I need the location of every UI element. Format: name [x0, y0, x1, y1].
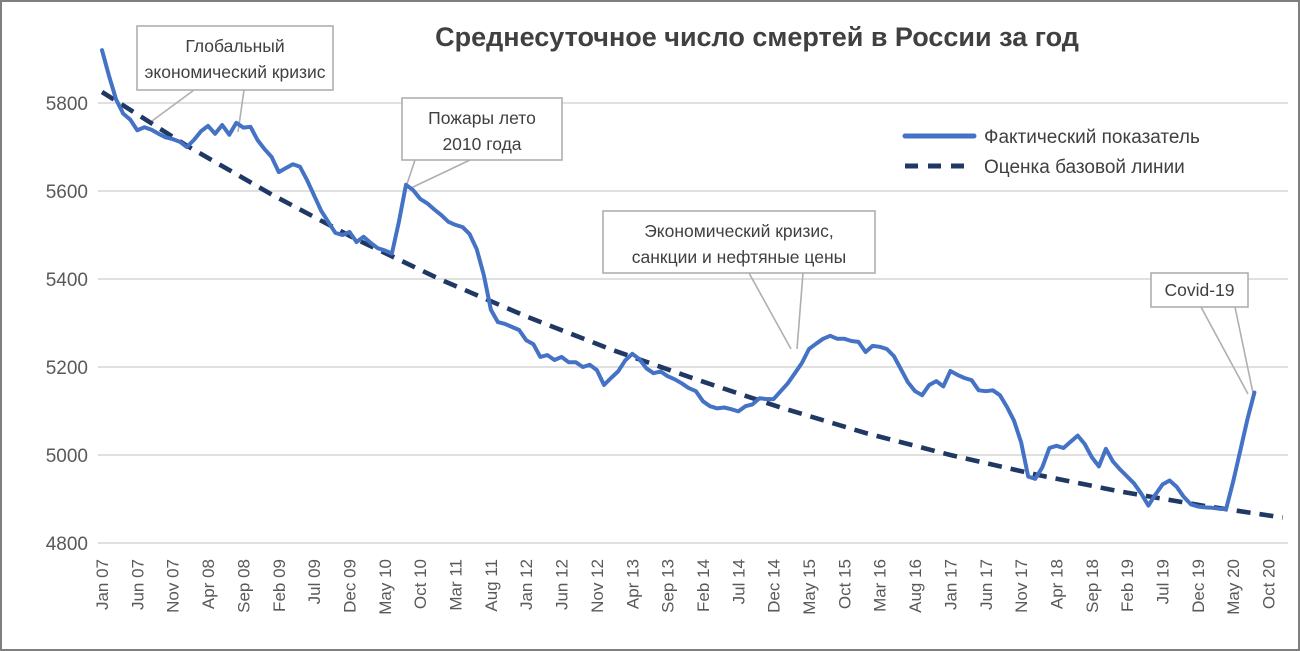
x-tick-label-Jan-12: Jan 12	[517, 559, 536, 610]
x-tick-label-Jul-09: Jul 09	[305, 559, 324, 604]
fires-2010-leader-2	[410, 159, 471, 189]
x-tick-label-Jun-17: Jun 17	[977, 559, 996, 610]
x-tick-label-Jul-14: Jul 14	[729, 559, 748, 604]
y-tick-label-5400: 5400	[46, 270, 88, 291]
annotation-fires-2010: Пожары лето 2010 года	[401, 97, 563, 161]
data-series	[100, 48, 1284, 520]
covid-19-leader-1	[1200, 306, 1249, 395]
x-tick-label-Sep-18: Sep 18	[1083, 559, 1102, 613]
fires-2010-text-line-1: Пожары лето	[428, 108, 536, 128]
x-tick-label-Apr-13: Apr 13	[623, 559, 642, 609]
crisis-2014-leader-1	[748, 272, 792, 350]
x-tick-label-Apr-08: Apr 08	[199, 559, 218, 609]
annotation-callouts: Глобальный экономический кризис Пожары лет…	[136, 25, 1249, 308]
x-tick-label-Dec-19: Dec 19	[1189, 559, 1208, 613]
crisis-2014-leader-2	[796, 272, 804, 350]
x-tick-label-Aug-11: Aug 11	[482, 559, 501, 612]
y-tick-label-4800: 4800	[46, 534, 88, 555]
x-tick-label-Oct-20: Oct 20	[1260, 559, 1279, 609]
annotation-global-crisis: Глобальный экономический кризис	[136, 25, 334, 91]
x-tick-label-Jun-12: Jun 12	[553, 559, 572, 610]
global-crisis-text-line-2: экономический кризис	[144, 62, 325, 82]
x-tick-label-Feb-09: Feb 09	[270, 559, 289, 612]
x-tick-label-Nov-07: Nov 07	[164, 559, 183, 613]
x-tick-label-Mar-16: Mar 16	[871, 559, 890, 612]
x-tick-label-Sep-08: Sep 08	[234, 559, 253, 613]
x-tick-label-May-10: May 10	[376, 559, 395, 615]
x-tick-label-Feb-19: Feb 19	[1118, 559, 1137, 612]
x-tick-label-Apr-18: Apr 18	[1047, 559, 1066, 609]
x-tick-label-May-15: May 15	[800, 559, 819, 615]
baseline-series-line	[100, 90, 1284, 520]
crisis-2014-text-line-2: санкции и нефтяные цены	[632, 247, 846, 267]
legend-baseline-label: Оценка базовой линии	[984, 157, 1185, 178]
crisis-2014-text-line-1: Экономический кризис,	[644, 221, 834, 241]
y-tick-label-5200: 5200	[46, 358, 88, 379]
covid-19-text-line-1: Covid-19	[1164, 280, 1234, 300]
x-tick-label-Dec-14: Dec 14	[765, 559, 784, 613]
fires-2010-text-line-2: 2010 года	[442, 134, 521, 154]
y-axis-labels: 5800 5600 5400 5200 5000 4800	[46, 94, 88, 555]
global-crisis-box	[136, 25, 334, 91]
x-tick-label-Jul-19: Jul 19	[1154, 559, 1173, 604]
annotation-leader-lines	[151, 89, 1254, 395]
x-tick-label-Dec-09: Dec 09	[340, 559, 359, 613]
x-tick-label-Oct-15: Oct 15	[835, 559, 854, 609]
y-tick-label-5600: 5600	[46, 182, 88, 203]
legend: Фактический показатель Оценка базовой ли…	[902, 127, 1200, 178]
actual-series-line	[100, 48, 1257, 512]
x-axis-labels: Jan 07 Jun 07 Nov 07 Apr 08 Sep 08 Feb 09 Jul …	[93, 559, 1279, 615]
chart-title: Среднесуточное число смертей в России за…	[435, 22, 1079, 52]
covid-19-leader-2	[1234, 306, 1254, 394]
x-tick-label-Feb-14: Feb 14	[694, 559, 713, 612]
x-tick-label-Nov-12: Nov 12	[588, 559, 607, 613]
x-tick-label-Nov-17: Nov 17	[1012, 559, 1031, 613]
global-crisis-text-line-1: Глобальный	[185, 36, 284, 56]
x-tick-label-Oct-10: Oct 10	[411, 559, 430, 609]
gridlines	[98, 102, 1288, 544]
x-tick-label-Jun-07: Jun 07	[128, 559, 147, 610]
global-crisis-leader-1	[151, 89, 195, 122]
legend-actual-label: Фактический показатель	[984, 127, 1200, 148]
x-tick-label-May-20: May 20	[1224, 559, 1243, 615]
annotation-crisis-2014: Экономический кризис, санкции и нефтяные …	[602, 210, 876, 274]
y-tick-label-5000: 5000	[46, 446, 88, 467]
y-tick-label-5800: 5800	[46, 94, 88, 115]
x-tick-label-Aug-16: Aug 16	[906, 559, 925, 613]
x-tick-label-Jan-07: Jan 07	[93, 559, 112, 610]
x-tick-label-Jan-17: Jan 17	[941, 559, 960, 610]
crisis-2014-box	[602, 210, 876, 274]
fires-2010-box	[401, 97, 563, 161]
x-tick-label-Mar-11: Mar 11	[447, 559, 466, 611]
x-tick-label-Sep-13: Sep 13	[659, 559, 678, 613]
fires-2010-leader-1	[405, 159, 416, 188]
covid-19-box	[1150, 272, 1249, 308]
annotation-covid-19: Covid-19	[1150, 272, 1249, 308]
